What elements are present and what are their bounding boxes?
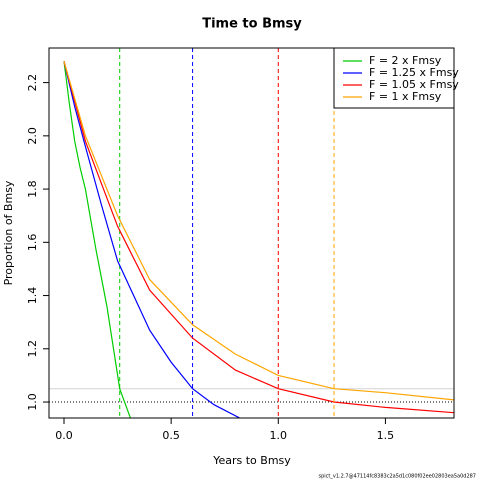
x-tick-label: 0.0 — [55, 429, 73, 442]
y-axis-label: Proportion of Bmsy — [2, 180, 15, 285]
y-tick-label: 1.6 — [26, 234, 39, 252]
footer: spict_v1.2.7@47114fc8383c2a5d1c080f02ee0… — [319, 474, 477, 480]
y-tick-label: 2.0 — [26, 127, 39, 145]
legend-label: F = 1.25 x Fmsy — [369, 66, 459, 79]
curve — [63, 61, 454, 414]
x-tick-label: 1.5 — [377, 429, 395, 442]
legend-label: F = 2 x Fmsy — [369, 54, 442, 67]
y-tick-label: 1.0 — [26, 393, 39, 411]
legend-box — [333, 47, 455, 109]
y-tick-label: 2.2 — [26, 74, 39, 92]
legend-label: F = 1 x Fmsy — [369, 90, 442, 103]
x-tick-label: 1.0 — [270, 429, 288, 442]
chart-title: Time to Bmsy — [202, 17, 302, 32]
y-tick-label: 1.2 — [26, 340, 39, 358]
curve — [63, 61, 131, 418]
y-tick-label: 1.8 — [26, 180, 39, 198]
curve — [63, 61, 454, 401]
plot-frame — [48, 47, 455, 419]
x-tick-label: 0.5 — [162, 429, 180, 442]
curve — [63, 61, 240, 418]
y-tick-label: 1.4 — [26, 287, 39, 305]
legend-label: F = 1.05 x Fmsy — [369, 78, 459, 91]
x-axis-label: Years to Bmsy — [212, 454, 291, 467]
